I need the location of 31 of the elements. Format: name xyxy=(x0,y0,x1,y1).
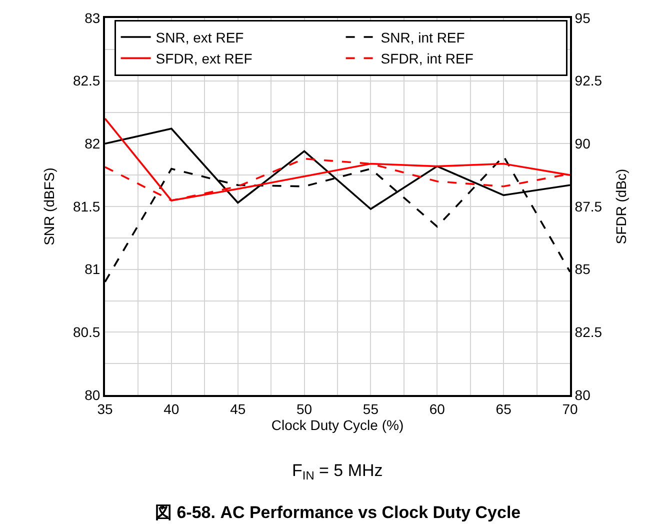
caption: 図 6-58. AC Performance vs Clock Duty Cycle xyxy=(155,503,521,522)
y2-tick-label: 82.5 xyxy=(574,324,602,340)
text: F$_{IN}$ = 5 MHz xyxy=(292,461,383,483)
y-axis-title: SNR (dBFS) xyxy=(41,168,58,246)
y-tick-label: 80 xyxy=(84,386,100,403)
y2-tick-label: 90 xyxy=(574,136,591,152)
legend-label: SNR, ext REF xyxy=(156,29,244,46)
x-tick-label: 55 xyxy=(362,400,379,417)
y2-tick-label: 92.5 xyxy=(574,72,602,89)
x-axis-title: Clock Duty Cycle (%) xyxy=(271,416,404,433)
y2-tick-label: 95 xyxy=(574,10,591,26)
x-tick-label: 40 xyxy=(164,400,180,417)
x-tick-label: 45 xyxy=(230,400,246,417)
y-tick-label: 82.5 xyxy=(72,72,100,89)
y-tick-label: 81 xyxy=(84,261,100,278)
y2-axis-title: SFDR (dBc) xyxy=(613,168,630,244)
y2-tick-label: 87.5 xyxy=(574,198,602,214)
legend-label: SFDR, ext REF xyxy=(156,50,252,67)
x-tick-label: 50 xyxy=(296,400,312,417)
legend-label: SNR, int REF xyxy=(380,29,465,46)
x-tick-label: 70 xyxy=(562,400,578,417)
y2-tick-label: 85 xyxy=(574,261,591,278)
x-tick-label: 35 xyxy=(97,400,113,417)
x-tick-label: 65 xyxy=(496,400,512,417)
y-tick-label: 83 xyxy=(84,10,100,26)
y2-tick-label: 80 xyxy=(574,386,591,403)
x-tick-label: 60 xyxy=(429,400,446,417)
legend-label: SFDR, int REF xyxy=(380,50,474,67)
y-tick-label: 82 xyxy=(84,136,100,152)
y-tick-label: 80.5 xyxy=(72,324,100,340)
y-tick-label: 81.5 xyxy=(72,198,100,214)
